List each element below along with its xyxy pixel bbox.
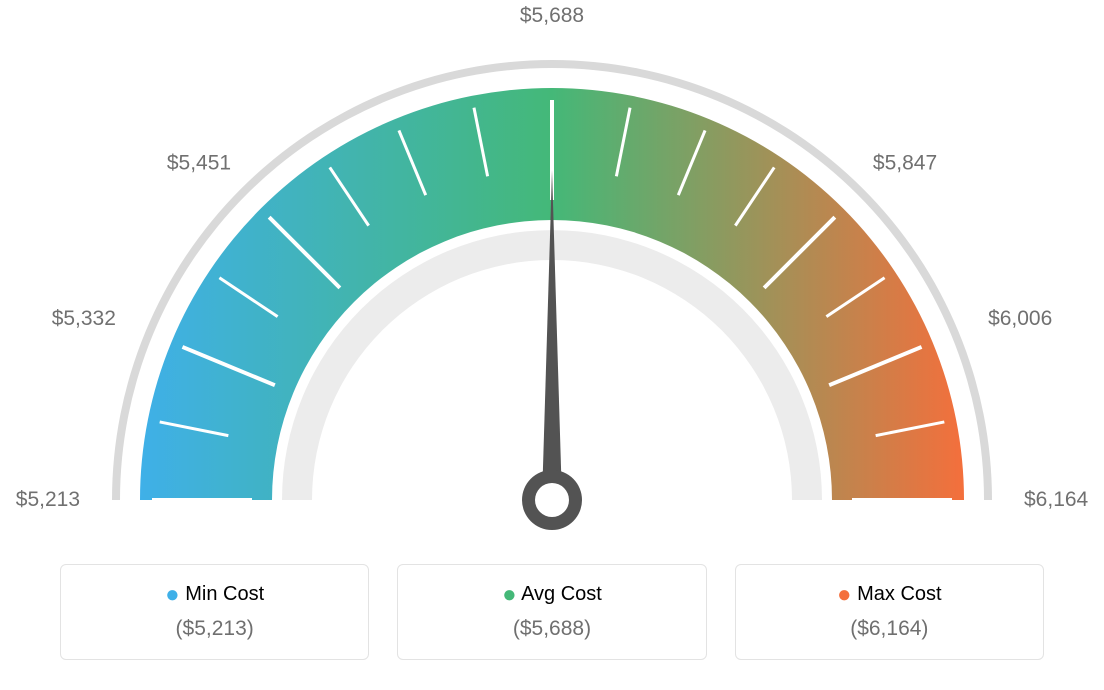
gauge-tick-label: $5,451	[167, 152, 231, 176]
min-cost-value: ($5,213)	[61, 617, 368, 641]
gauge-chart: $5,213 $5,332 $5,451 $5,688 $5,847 $6,006 $6,1…	[0, 0, 1104, 545]
max-cost-label: Max Cost	[857, 583, 941, 605]
max-cost-title: ● Max Cost	[736, 581, 1043, 609]
max-cost-value: ($6,164)	[736, 617, 1043, 641]
min-cost-title: ● Min Cost	[61, 581, 368, 609]
gauge-tick-label: $5,332	[52, 307, 116, 331]
legend-cards: ● Min Cost ($5,213) ● Avg Cost ($5,688) …	[60, 564, 1044, 660]
gauge-tick-label: $5,213	[16, 488, 80, 512]
max-dot-icon: ●	[837, 581, 852, 608]
min-dot-icon: ●	[165, 581, 180, 608]
chart-container: $5,213 $5,332 $5,451 $5,688 $5,847 $6,006 $6,1…	[0, 0, 1104, 690]
avg-cost-label: Avg Cost	[521, 583, 602, 605]
min-cost-card: ● Min Cost ($5,213)	[60, 564, 369, 660]
gauge-tick-label: $5,688	[520, 4, 584, 28]
avg-cost-value: ($5,688)	[398, 617, 705, 641]
gauge-tick-label: $6,006	[988, 307, 1052, 331]
avg-cost-card: ● Avg Cost ($5,688)	[397, 564, 706, 660]
gauge-tick-label: $6,164	[1024, 488, 1088, 512]
avg-cost-title: ● Avg Cost	[398, 581, 705, 609]
avg-dot-icon: ●	[502, 581, 517, 608]
gauge-tick-label: $5,847	[873, 152, 937, 176]
gauge-svg	[0, 0, 1104, 545]
min-cost-label: Min Cost	[185, 583, 264, 605]
max-cost-card: ● Max Cost ($6,164)	[735, 564, 1044, 660]
